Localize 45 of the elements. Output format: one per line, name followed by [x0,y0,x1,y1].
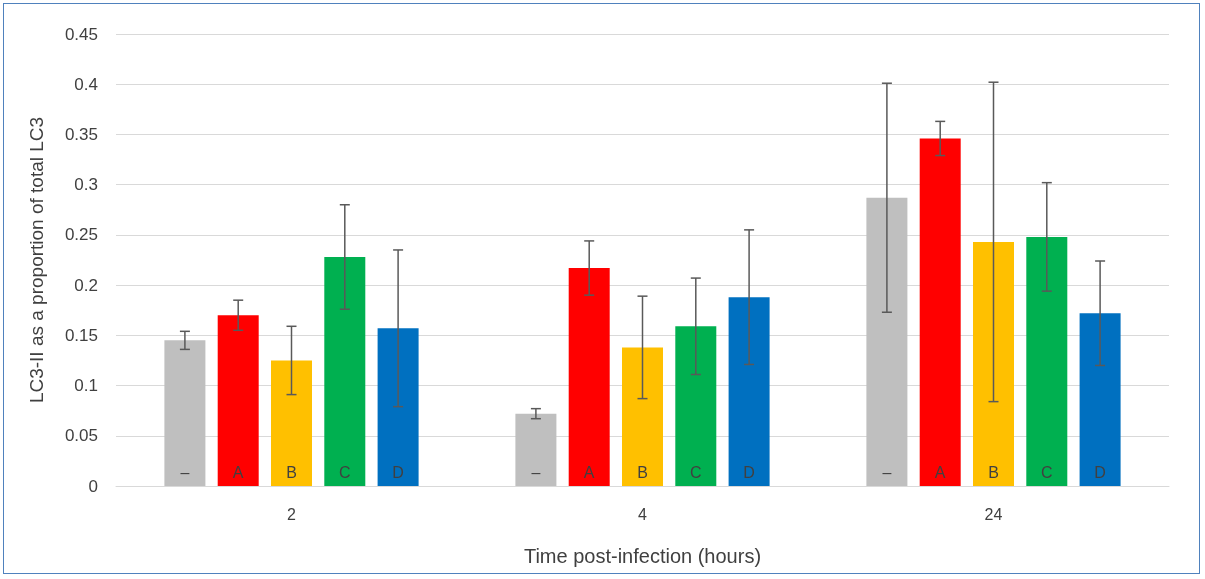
bar [377,328,419,486]
bar [728,297,770,486]
y-tick-label: 0.45 [64,24,98,44]
bar [919,138,961,486]
y-tick-label: 0.25 [64,225,98,245]
y-tick-label: 0 [88,476,98,496]
text: C [1041,463,1053,481]
bar [1079,313,1121,486]
series-label: A [232,463,244,481]
bar [568,268,610,486]
series-label: – [180,463,190,481]
bar [324,256,366,486]
text: – [531,463,541,481]
text: C [690,463,702,481]
text: A [934,463,946,481]
text: A [583,463,595,481]
bar [164,340,206,486]
bar [217,315,259,486]
y-tick-label: 0.3 [74,175,98,195]
bar [866,197,908,486]
x-tick-label: 2 [287,505,297,523]
y-tick-label: 0.1 [74,376,98,396]
series-label: D [392,463,404,481]
series-label: C [339,463,351,481]
bar [973,241,1014,486]
x-tick-label: 24 [984,505,1003,523]
text: B [988,463,999,481]
y-tick-label: 0.05 [64,426,98,446]
bar [622,347,663,486]
bar [1026,236,1068,486]
y-tick-label: 0.35 [64,124,98,144]
text: D [743,463,755,481]
text: – [882,463,892,481]
bar [271,360,312,486]
y-tick-label: 0.4 [74,74,98,94]
bar [675,326,717,486]
y-axis-title: LC3-II as a proportion of total LC3 [26,116,47,404]
x-axis-title: Time post-infection (hours) [523,545,762,567]
y-tick-label: 0.2 [74,275,98,295]
y-tick-label: 0.15 [64,325,98,345]
series-label: B [286,463,297,481]
text: D [1094,463,1106,481]
bar [515,413,557,486]
x-tick-label: 4 [638,505,648,523]
text: B [637,463,648,481]
